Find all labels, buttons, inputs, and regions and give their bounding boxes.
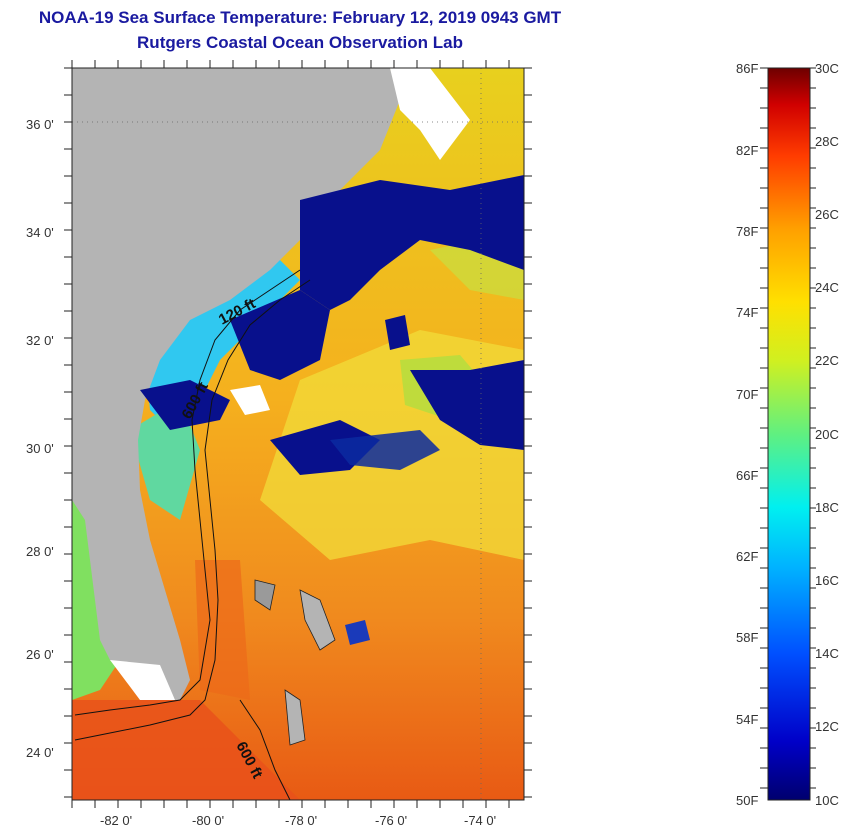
fahrenheit-label: 70F <box>736 387 758 402</box>
cool-shelf-water <box>130 400 200 520</box>
latitude-labels: 36 0' 34 0' 32 0' 30 0' 28 0' 26 0' 24 0… <box>26 117 54 760</box>
celsius-label: 24C <box>815 280 839 295</box>
land-mass <box>72 68 400 700</box>
lat-label: 24 0' <box>26 745 54 760</box>
fahrenheit-label: 62F <box>736 549 758 564</box>
lat-label: 34 0' <box>26 225 54 240</box>
fahrenheit-label: 50F <box>736 793 758 808</box>
contour-600ft <box>74 279 311 741</box>
celsius-label: 12C <box>815 719 839 734</box>
colorbar-ticks <box>760 67 816 789</box>
graticule <box>72 68 524 800</box>
bahamas-island <box>284 689 306 746</box>
colorbar <box>767 67 811 801</box>
colorbar-c-labels: 30C 28C 26C 24C 22C 20C 18C 16C 14C 12C … <box>815 61 839 808</box>
warm-water-south <box>72 700 300 800</box>
fahrenheit-label: 54F <box>736 712 758 727</box>
colorbar-f-labels: 86F 82F 78F 74F 70F 66F 62F 58F 54F 50F <box>736 61 758 808</box>
celsius-label: 16C <box>815 573 839 588</box>
sst-image <box>72 68 524 800</box>
lon-label: -80 0' <box>192 813 224 828</box>
longitude-labels: -82 0' -80 0' -78 0' -76 0' -74 0' <box>100 813 496 828</box>
lon-label: -78 0' <box>285 813 317 828</box>
fahrenheit-label: 58F <box>736 630 758 645</box>
celsius-label: 10C <box>815 793 839 808</box>
bahamas-island <box>299 589 336 651</box>
lon-label: -82 0' <box>100 813 132 828</box>
cloud-mask <box>300 175 524 310</box>
map-frame <box>71 67 525 801</box>
cloud-bright <box>390 68 470 160</box>
lat-label: 26 0' <box>26 647 54 662</box>
cloud-mask <box>330 430 440 470</box>
lon-label: -74 0' <box>464 813 496 828</box>
cloud-mask <box>230 290 330 380</box>
map-subtitle: Rutgers Coastal Ocean Observation Lab <box>137 33 463 52</box>
lat-label: 28 0' <box>26 544 54 559</box>
lat-label: 36 0' <box>26 117 54 132</box>
fahrenheit-label: 86F <box>736 61 758 76</box>
axis-ticks <box>64 60 532 808</box>
cloud-mask <box>140 380 230 430</box>
celsius-label: 28C <box>815 134 839 149</box>
celsius-label: 20C <box>815 427 839 442</box>
bahamas-island <box>254 579 276 611</box>
celsius-label: 26C <box>815 207 839 222</box>
contour-120ft <box>74 269 301 716</box>
fahrenheit-label: 82F <box>736 143 758 158</box>
cloud-mask <box>410 360 524 450</box>
contour-600ft-south <box>239 699 291 800</box>
lat-label: 30 0' <box>26 441 54 456</box>
celsius-label: 18C <box>815 500 839 515</box>
celsius-label: 30C <box>815 61 839 76</box>
fahrenheit-label: 78F <box>736 224 758 239</box>
cloud-mask <box>345 620 370 645</box>
lon-label: -76 0' <box>375 813 407 828</box>
fahrenheit-label: 74F <box>736 305 758 320</box>
cloud-bright <box>110 660 175 700</box>
lat-label: 32 0' <box>26 333 54 348</box>
celsius-label: 22C <box>815 353 839 368</box>
cloud-bright <box>230 385 270 415</box>
map-title: NOAA-19 Sea Surface Temperature: Februar… <box>38 8 562 27</box>
celsius-label: 14C <box>815 646 839 661</box>
gulf-stream <box>195 560 250 700</box>
cloud-mask <box>385 315 410 350</box>
fahrenheit-label: 66F <box>736 468 758 483</box>
